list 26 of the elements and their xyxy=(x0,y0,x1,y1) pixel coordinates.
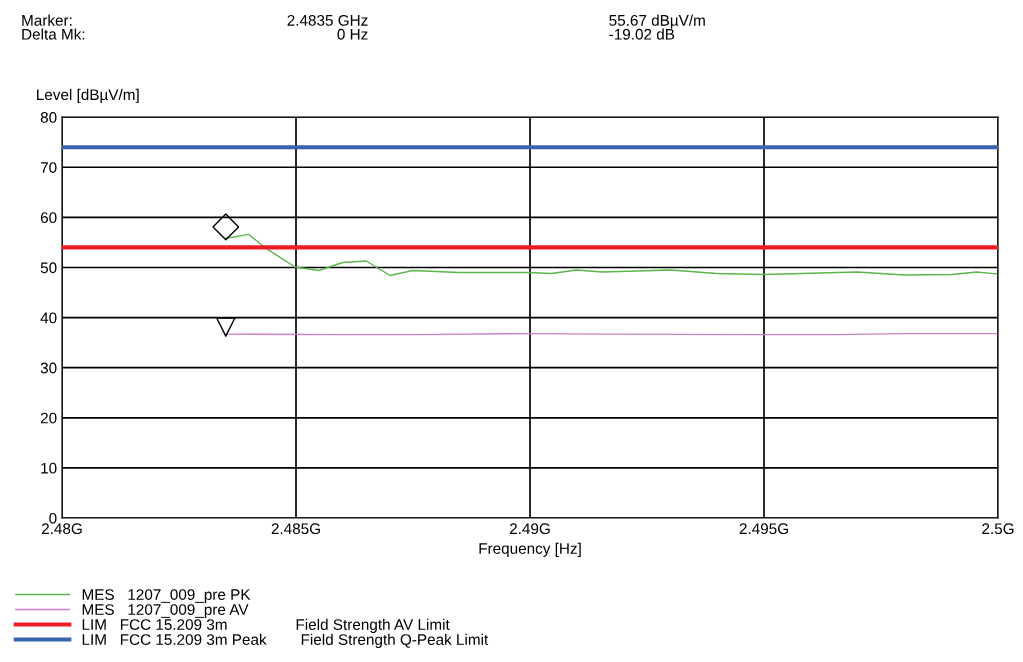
x-tick-label: 2.49G xyxy=(509,523,550,535)
x-tick-label: 2.485G xyxy=(271,523,320,535)
legend-label: MES 1207_009_pre AV xyxy=(82,604,249,618)
y-tick-label: 20 xyxy=(40,412,57,424)
legend-label: LIM FCC 15.209 3m Peak Field Strength Q-Peak Limit xyxy=(82,633,489,648)
text: 55.67 dBµV/m xyxy=(609,14,705,29)
x-tick-label: 2.495G xyxy=(739,523,788,535)
y-tick-label: 30 xyxy=(40,362,57,374)
legend-label: LIM FCC 15.209 3m Field Strength AV Limit xyxy=(82,618,450,633)
y-axis-title: Level [dBµV/m] xyxy=(37,88,139,104)
x-tick-label: 2.48G xyxy=(41,523,82,535)
text: 0 Hz xyxy=(337,28,368,40)
y-tick-label: 0 xyxy=(49,512,57,524)
text: -19.02 dB xyxy=(609,28,675,40)
x-tick-label: 2.5G xyxy=(982,523,1014,535)
text: Marker: xyxy=(22,14,72,26)
y-tick-label: 40 xyxy=(40,312,57,324)
y-tick-label: 80 xyxy=(40,112,57,123)
y-tick-label: 60 xyxy=(40,212,57,224)
legend-label: MES 1207_009_pre PK xyxy=(82,589,251,603)
x-axis-title: Frequency [Hz] xyxy=(479,542,581,557)
y-tick-label: 50 xyxy=(40,262,57,274)
text: Delta Mk: xyxy=(22,28,85,40)
y-tick-label: 70 xyxy=(40,162,57,173)
y-tick-label: 10 xyxy=(41,462,57,474)
text: 2.4835 GHz xyxy=(287,14,368,26)
